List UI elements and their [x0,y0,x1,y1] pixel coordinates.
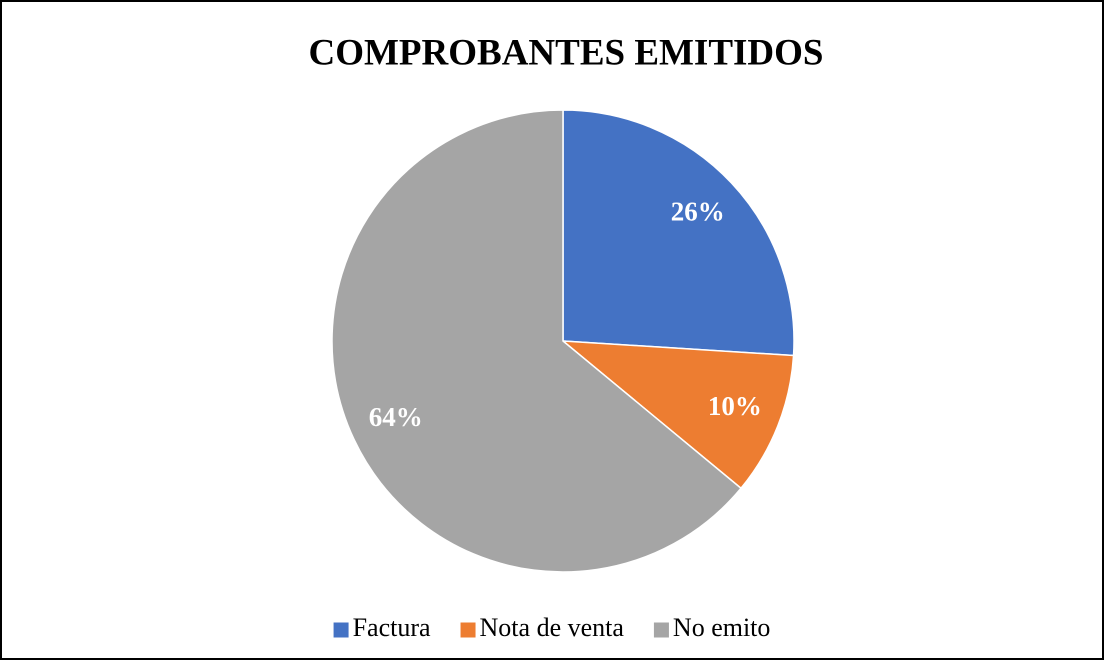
legend-label: Factura [353,613,431,642]
pie-slice [560,340,795,490]
legend-swatch [653,622,669,638]
data-label: 26% [671,197,725,227]
chart-title: COMPROBANTES EMITIDOS [309,32,824,73]
pie-slice [562,109,795,357]
legend-label: No emito [673,613,771,642]
legend-label: Nota de venta [480,613,625,642]
legend-swatch [333,622,349,638]
pie-slice [331,109,743,573]
legend-swatch [460,622,476,638]
data-label: 10% [708,391,762,421]
data-label: 64% [369,402,423,432]
